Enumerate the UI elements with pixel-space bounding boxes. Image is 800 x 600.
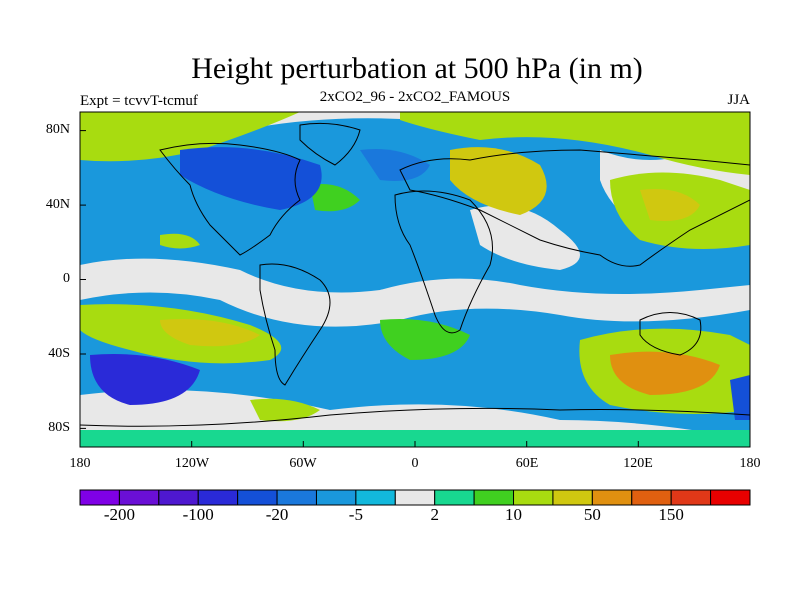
yellowgreen-east-pacific <box>160 233 200 249</box>
colorbar-box <box>355 489 396 506</box>
yellowgreen-arctic-east <box>400 112 750 175</box>
colorbar <box>79 489 751 506</box>
coast-south-america <box>259 263 331 386</box>
map-title: Height perturbation at 500 hPa (in m) <box>191 52 643 85</box>
colorbar-box <box>315 489 357 506</box>
coastlines <box>80 122 750 427</box>
colorbar-box <box>276 489 317 506</box>
green-south-atlantic <box>380 319 470 360</box>
x-tick-label: 120E <box>623 456 653 471</box>
x-tick-label: 60W <box>289 456 317 471</box>
colorbar-label: 150 <box>658 505 684 524</box>
coast-greenland <box>299 122 361 166</box>
colorbar-box <box>631 489 672 506</box>
colorbar-box <box>710 489 751 506</box>
x-tick-label: 60E <box>515 456 539 471</box>
experiment-label: Expt = tcvvT-tcmuf <box>80 93 198 109</box>
colorbar-box <box>552 489 593 506</box>
colorbar-label: -200 <box>103 505 135 524</box>
coast-australia <box>639 312 702 356</box>
yellowgreen-antarctic <box>250 398 320 422</box>
colorbar-box <box>473 489 515 506</box>
colorbar-label: 50 <box>583 505 601 524</box>
colorbar-label: 10 <box>505 505 523 524</box>
green-north-atlantic <box>310 184 360 212</box>
coast-eurasia <box>399 149 750 267</box>
orange-south-indian <box>610 351 720 395</box>
blue-north-america <box>180 147 322 210</box>
season-label: JJA <box>727 92 750 108</box>
grey-band-tropics <box>80 258 750 327</box>
y-tick-label: 80S <box>48 420 70 435</box>
y-tick-label: 0 <box>63 271 70 286</box>
gold-europe <box>450 147 547 215</box>
colorbar-box <box>670 489 712 506</box>
darkblue-south-pacific <box>90 354 200 405</box>
coast-north-america <box>159 142 301 256</box>
colorbar-label: -100 <box>182 505 214 524</box>
grey-patch-africa <box>470 205 580 270</box>
x-tick-label: 0 <box>411 456 419 471</box>
axis-ticks <box>79 130 751 447</box>
colorbar-box <box>513 489 554 506</box>
colorbar-label: -20 <box>265 505 289 524</box>
gold-asia <box>640 189 700 221</box>
y-tick-label: 80N <box>45 122 70 137</box>
colorbar-box <box>118 489 160 506</box>
colorbar-box <box>197 489 239 506</box>
contour-field <box>80 112 750 447</box>
y-tick-label: 40N <box>45 197 70 212</box>
blue-tasman <box>730 375 750 420</box>
colorbar-label: -5 <box>348 505 363 524</box>
y-tick-label: 40S <box>48 346 70 361</box>
gold-south-pacific <box>160 319 260 347</box>
x-tick-label: 180 <box>739 456 761 471</box>
colorbar-box <box>237 489 278 506</box>
x-tick-label: 120W <box>174 456 210 471</box>
colorbar-label: 2 <box>430 505 439 524</box>
blue-atlantic <box>360 149 430 181</box>
colorbar-box <box>158 489 199 506</box>
x-tick-label: 180 <box>69 456 91 471</box>
colorbar-box <box>394 489 436 506</box>
coast-africa <box>394 190 493 334</box>
teal-southern-edge <box>80 430 750 447</box>
difference-label: 2xCO2_96 - 2xCO2_FAMOUS <box>319 89 511 105</box>
coast-antarctica <box>80 407 750 427</box>
colorbar-box <box>591 489 633 506</box>
colorbar-box <box>434 489 475 506</box>
colorbar-box <box>79 489 120 506</box>
yellowgreen-arctic-west <box>80 112 300 162</box>
